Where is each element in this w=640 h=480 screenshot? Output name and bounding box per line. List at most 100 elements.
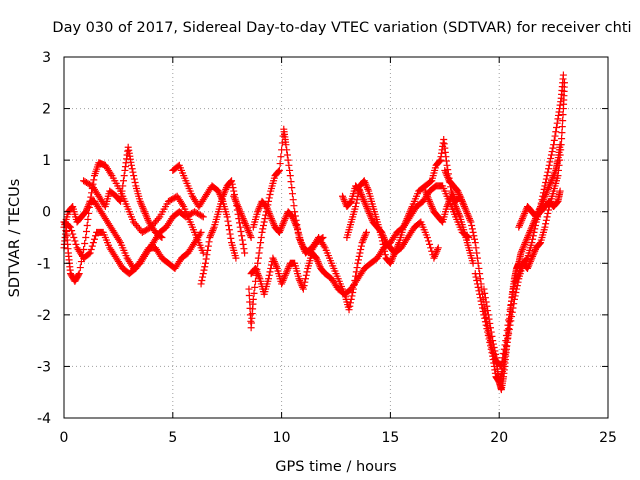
data-point [282,213,290,221]
data-point [203,251,211,259]
data-point [286,166,294,174]
x-tick-label: 10 [273,430,291,446]
series-arc-1 [60,159,207,285]
data-point [299,244,307,252]
data-point [460,201,468,209]
data-point [208,228,216,236]
data-point [423,191,431,199]
data-point [245,292,253,300]
data-point [541,182,549,190]
data-point [474,259,482,267]
data-point [283,146,291,154]
data-point [302,275,310,283]
data-point [453,206,461,214]
data-point [140,206,148,214]
data-point [362,180,370,188]
data-point [438,217,446,225]
data-point [552,128,560,136]
data-point [455,191,463,199]
data-point [245,285,253,293]
data-point [457,196,465,204]
data-point [423,192,431,200]
data-point [241,249,249,257]
data-point [508,293,516,301]
data-point [288,213,296,221]
data-point [283,266,291,274]
data-point [291,208,299,216]
y-tick-label: 0 [42,205,51,221]
data-point [198,276,206,284]
data-point [486,319,494,327]
data-point [529,232,537,240]
data-point [68,203,76,211]
data-point [139,204,147,212]
data-point [362,182,370,190]
data-point [351,276,359,284]
data-point [90,176,98,184]
data-point [277,153,285,161]
data-point [315,259,323,267]
data-point [424,194,432,202]
data-point [107,170,115,178]
data-point [479,307,487,315]
data-point [505,316,513,324]
data-point [238,211,246,219]
x-tick-label: 15 [381,430,399,446]
data-point [296,276,304,284]
data-point [468,225,476,233]
x-tick-label: 20 [490,430,508,446]
data-point [464,211,472,219]
data-point [378,234,386,241]
data-point [530,228,538,236]
data-point [518,246,526,254]
data-point [545,161,553,169]
data-point [549,144,557,152]
data-point [553,119,561,127]
data-point [365,209,373,217]
series-arc-10 [249,197,370,314]
data-point [206,234,214,241]
data-point [201,259,209,267]
data-point [75,271,83,279]
data-point [543,172,551,180]
data-point [529,235,537,243]
data-point [500,350,508,358]
data-point [545,206,553,214]
data-point [474,283,482,291]
data-point [280,218,288,226]
data-point [292,221,300,229]
data-point [252,266,260,274]
data-point [535,240,543,248]
data-point [209,225,217,233]
data-point [143,215,151,223]
data-point [559,71,567,79]
data-point [237,209,245,217]
data-point [559,117,567,125]
data-point [227,234,235,242]
data-point [197,228,205,236]
data-point [279,220,287,228]
data-point [282,141,290,149]
data-point [497,362,505,370]
data-point [513,275,521,283]
data-point [393,244,401,252]
data-point [120,172,128,180]
data-point [392,246,400,254]
data-point [256,203,264,211]
data-point [71,237,79,245]
data-point [364,206,372,214]
data-point [204,246,212,254]
data-point [352,268,360,276]
data-point [378,237,386,245]
data-point [348,292,356,300]
data-point [471,239,479,247]
data-point [116,197,124,205]
data-point [234,203,242,211]
series-arc-16 [480,79,568,370]
data-point [513,273,521,281]
data-point [362,201,370,209]
data-point [502,331,510,339]
data-point [463,208,471,216]
data-point [559,111,567,119]
data-point [237,227,245,235]
